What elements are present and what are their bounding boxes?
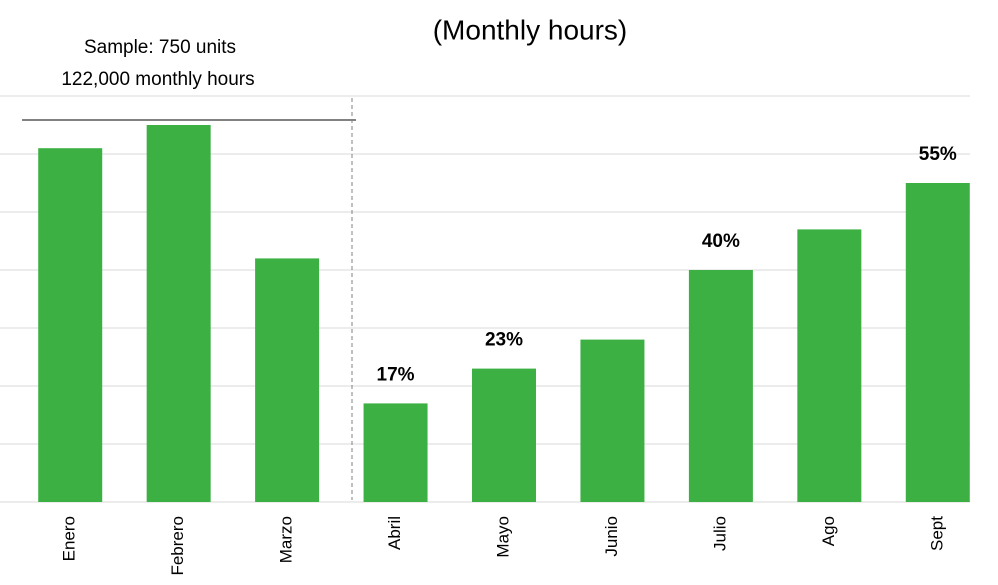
x-tick-label: Junio	[602, 516, 621, 557]
x-tick-label: Julio	[710, 516, 729, 551]
chart-title: (Monthly hours)	[433, 14, 628, 45]
bar	[255, 258, 320, 502]
data-label: 23%	[485, 330, 523, 351]
bar	[580, 339, 645, 502]
x-tick-label: Enero	[60, 516, 79, 561]
annotation: Sample: 750 units	[84, 37, 236, 58]
annotation: 122,000 monthly hours	[61, 69, 254, 90]
x-tick-label: Mayo	[493, 516, 512, 558]
bar	[146, 125, 211, 502]
bar	[363, 403, 428, 502]
x-tick-label: Marzo	[277, 516, 296, 563]
bar	[797, 229, 862, 502]
bar	[688, 270, 753, 502]
x-tick-label: Febrero	[168, 516, 187, 576]
data-label: 17%	[377, 364, 415, 385]
x-tick-label: Ago	[819, 516, 838, 546]
data-label: 55%	[919, 144, 957, 165]
x-tick-label: Sept	[927, 516, 946, 551]
data-label: 40%	[702, 231, 740, 252]
bar	[905, 183, 970, 502]
bar	[38, 148, 103, 502]
x-tick-label: Abril	[385, 516, 404, 550]
bar	[472, 368, 536, 502]
